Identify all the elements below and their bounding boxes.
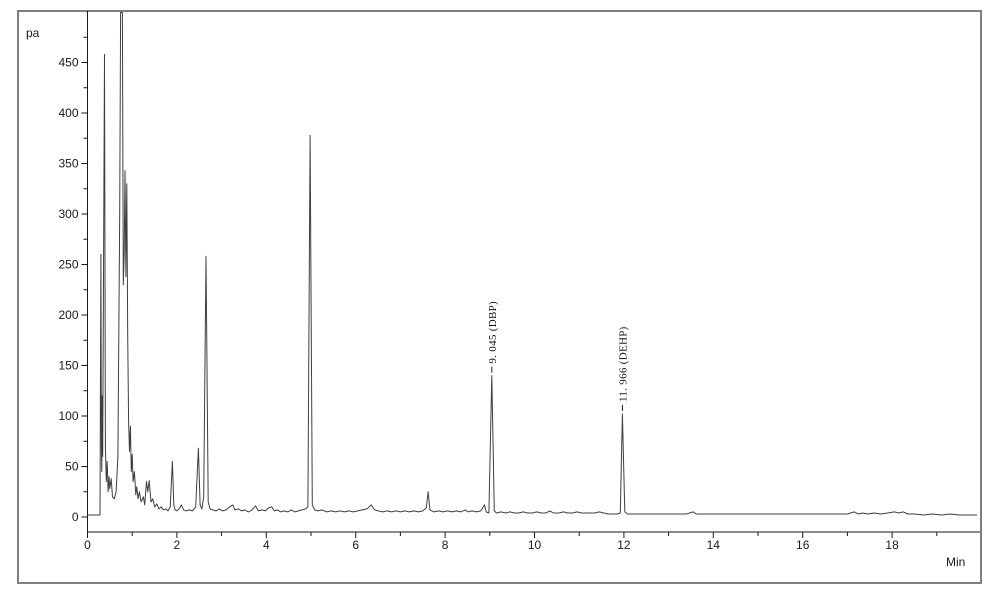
x-tick-label: 12 [617,538,631,552]
x-tick-label: 0 [84,538,91,552]
x-tick-label: 10 [528,538,542,552]
x-tick-label: 16 [796,538,810,552]
y-tick-label: 0 [72,510,79,524]
y-axis-unit-label: pa [26,26,40,40]
x-tick-label: 14 [707,538,721,552]
x-tick-label: 6 [352,538,359,552]
peak-label-dbp: 9. 045 (DBP) [487,301,499,364]
peak-label-dehp: 11. 966 (DEHP) [617,326,629,402]
y-tick-label: 400 [58,106,78,120]
axes: 0 2 4 6 8 10 12 14 16 18 0 50 100 150 200 250 300 350 400 4… [58,11,980,552]
x-tick-label: 2 [174,538,181,552]
y-tick-label: 250 [58,258,78,272]
x-tick-label: 8 [442,538,449,552]
signal-trace-group [87,12,977,516]
y-tick-label: 100 [58,409,78,423]
signal-trace [87,12,977,516]
x-tick-label: 4 [263,538,270,552]
x-tick-label: 18 [885,538,899,552]
x-axis-unit-label: Min [946,555,965,569]
y-tick-label: 200 [58,308,78,322]
y-tick-label: 150 [58,359,78,373]
panel-frame-border [17,10,982,584]
y-tick-label: 350 [58,157,78,171]
y-tick-label: 300 [58,207,78,221]
peak-annotations: 9. 045 (DBP) 11. 966 (DEHP) [487,301,629,411]
y-tick-label: 450 [58,56,78,70]
y-tick-label: 50 [65,460,79,474]
